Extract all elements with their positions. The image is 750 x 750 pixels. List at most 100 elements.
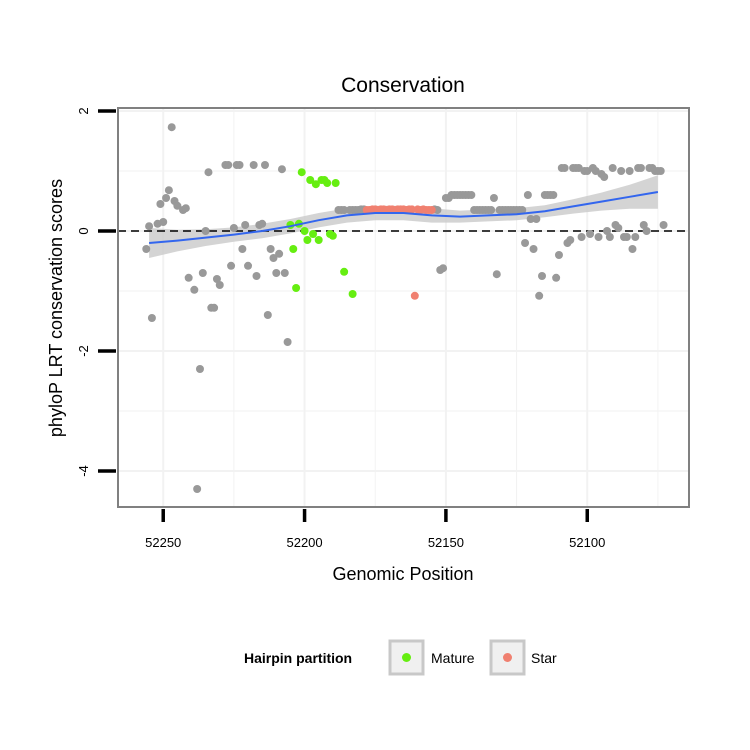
point-other-6 <box>162 194 171 202</box>
y-tick-label-1: 0 <box>76 227 91 234</box>
point-mature-6 <box>303 236 312 244</box>
point-other-25 <box>224 161 233 169</box>
point-other-129 <box>639 221 648 229</box>
y-axis-title: phyloP LRT conservation scores <box>46 179 66 437</box>
point-other-27 <box>229 224 238 232</box>
point-other-97 <box>549 191 558 199</box>
point-other-4 <box>156 200 165 208</box>
point-other-125 <box>628 245 637 253</box>
point-other-126 <box>631 233 640 241</box>
x-tick-label-2: 52150 <box>428 535 464 550</box>
point-mature-13 <box>323 179 332 187</box>
point-other-135 <box>656 167 665 175</box>
y-axis: 2 0 -2 -4 <box>76 107 116 477</box>
point-other-128 <box>636 164 645 172</box>
point-other-38 <box>263 311 272 319</box>
point-mature-18 <box>348 290 357 298</box>
point-other-92 <box>535 291 544 300</box>
point-other-113 <box>594 233 603 241</box>
point-other-13 <box>184 273 193 282</box>
legend-label-mature: Mature <box>431 650 475 666</box>
point-other-37 <box>260 161 269 169</box>
point-mature-9 <box>311 180 320 189</box>
point-other-121 <box>617 167 626 175</box>
point-other-88 <box>523 191 532 199</box>
y-tick-label-3: -4 <box>76 465 91 477</box>
point-other-40 <box>269 254 278 262</box>
grid-layer <box>118 108 689 507</box>
point-other-87 <box>521 239 530 247</box>
point-other-17 <box>198 269 207 277</box>
point-other-86 <box>518 206 527 214</box>
point-other-42 <box>275 249 284 258</box>
legend-entry-star: Star <box>489 639 557 676</box>
confidence-band-layer <box>149 175 658 258</box>
legend-dot-mature <box>402 653 411 662</box>
point-mature-1 <box>289 245 298 253</box>
chart-title: Conservation <box>341 74 465 97</box>
point-mature-8 <box>309 230 318 238</box>
point-mature-16 <box>331 179 340 187</box>
point-other-32 <box>244 261 253 270</box>
plot-frame <box>117 107 690 508</box>
point-other-107 <box>577 233 586 241</box>
point-other-115 <box>600 173 609 181</box>
point-other-34 <box>252 272 261 280</box>
point-star-23 <box>427 206 436 214</box>
point-other-31 <box>241 221 250 229</box>
point-other-45 <box>283 338 292 346</box>
points-layer <box>142 123 668 493</box>
legend-label-star: Star <box>531 650 557 666</box>
x-tick-label-1: 52200 <box>286 535 322 550</box>
point-other-123 <box>622 233 631 241</box>
point-other-14 <box>190 285 199 294</box>
x-tick-label-3: 52100 <box>569 535 605 550</box>
point-other-101 <box>560 164 569 172</box>
point-other-16 <box>195 365 204 373</box>
point-other-21 <box>210 303 219 312</box>
legend-dot-star <box>503 653 512 662</box>
point-other-120 <box>614 224 623 232</box>
point-star-17 <box>410 291 419 300</box>
x-axis-title: Genomic Position <box>332 564 473 584</box>
point-other-117 <box>605 233 614 241</box>
smooth-line <box>149 191 659 244</box>
point-other-98 <box>552 273 561 282</box>
point-mature-2 <box>292 284 301 292</box>
point-other-110 <box>586 230 595 238</box>
point-other-18 <box>201 227 210 235</box>
point-other-15 <box>193 485 202 493</box>
point-other-48 <box>340 206 349 214</box>
point-other-68 <box>467 191 476 199</box>
point-other-89 <box>526 215 535 223</box>
point-other-99 <box>554 251 563 259</box>
smooth-layer <box>149 191 659 244</box>
point-other-136 <box>659 221 668 229</box>
point-other-77 <box>492 270 501 279</box>
point-other-8 <box>167 123 176 132</box>
point-other-76 <box>489 194 498 202</box>
point-star-16 <box>407 205 416 214</box>
point-other-12 <box>181 204 190 213</box>
legend-title: Hairpin partition <box>244 650 352 666</box>
point-other-33 <box>249 161 258 169</box>
point-other-7 <box>164 186 173 195</box>
point-mature-10 <box>314 236 323 244</box>
y-tick-label-0: 2 <box>76 107 91 114</box>
legend-entry-mature: Mature <box>388 639 475 676</box>
point-other-5 <box>159 218 168 226</box>
x-tick-label-0: 52250 <box>145 535 181 550</box>
point-other-1 <box>145 222 154 231</box>
confidence-band <box>149 175 658 258</box>
point-other-103 <box>566 236 575 244</box>
point-other-93 <box>538 272 547 280</box>
point-other-124 <box>625 167 634 175</box>
point-mature-7 <box>306 176 315 184</box>
point-other-91 <box>532 215 541 223</box>
point-other-29 <box>235 161 244 169</box>
legend-key-star <box>489 639 526 676</box>
legend: Hairpin partition Mature Star <box>244 639 557 676</box>
point-other-22 <box>212 275 221 283</box>
